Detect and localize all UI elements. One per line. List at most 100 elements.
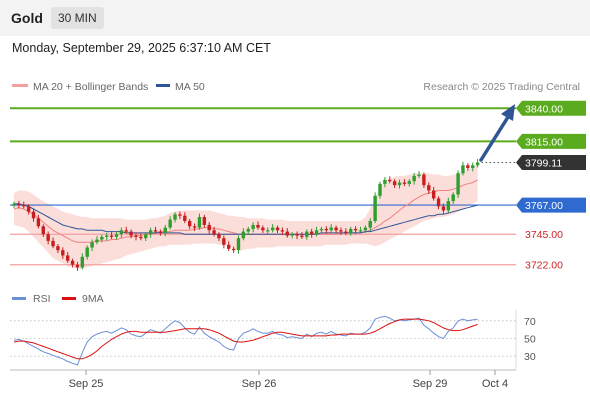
candle-body <box>339 230 343 232</box>
candle-body <box>70 260 75 265</box>
candle-body <box>358 230 363 232</box>
candle-body <box>383 179 387 184</box>
candle-body <box>222 238 226 245</box>
candle-body <box>129 231 133 236</box>
rsi-line <box>13 315 478 366</box>
level-label-3767.00: 3767.00 <box>525 200 563 212</box>
candle-body <box>178 214 182 216</box>
candle-body <box>202 217 207 225</box>
candle-body <box>100 236 104 240</box>
candle-body <box>105 235 109 237</box>
candle-body <box>290 234 294 236</box>
header-bar: Gold 30 MIN <box>0 0 590 36</box>
candle-body <box>212 230 216 235</box>
candle-body <box>300 235 304 237</box>
candle-body <box>31 211 36 219</box>
level-label-3722.00: 3722.00 <box>525 260 563 272</box>
candle-body <box>422 174 426 186</box>
candle-body <box>187 220 192 227</box>
candle-body <box>217 234 221 239</box>
x-tick-label: Sep 26 <box>242 378 277 390</box>
candle-body <box>436 198 441 207</box>
candle-body <box>305 231 309 237</box>
candle-body <box>241 231 246 239</box>
level-tag-3815.00 <box>516 133 586 149</box>
candle-body <box>324 228 329 231</box>
candle-body <box>407 181 411 184</box>
candle-body <box>261 227 265 231</box>
x-axis-ticks: Sep 25 Sep 26 Sep 29 Oct 4 <box>69 370 508 390</box>
candle-body <box>461 165 465 174</box>
candle-body <box>388 179 392 182</box>
candle-body <box>231 248 236 251</box>
rsi-legend-swatch <box>12 297 26 300</box>
candle-body <box>158 231 163 233</box>
rsi-tick-50: 50 <box>524 334 536 346</box>
candle-body <box>80 256 85 268</box>
ma20-legend-label: MA 20 + Bollinger Bands <box>33 81 148 93</box>
candle-body <box>456 173 460 195</box>
level-tag-3767.00 <box>516 197 586 213</box>
candle-body <box>246 228 250 232</box>
level-tag-3799.11 <box>516 154 586 170</box>
candle-body <box>22 205 26 207</box>
candle-body <box>144 234 148 239</box>
rsi-ma-line <box>13 318 478 360</box>
x-tick-label: Oct 4 <box>482 378 508 390</box>
level-label-3799.11: 3799.11 <box>525 157 562 169</box>
candle-body <box>349 228 353 233</box>
level-tag-3840.00 <box>516 100 586 116</box>
candle-body <box>466 165 470 168</box>
candle-body <box>280 230 285 232</box>
candle-body <box>363 227 368 231</box>
candle-body <box>475 162 480 166</box>
candle-body <box>85 247 89 257</box>
bollinger-band-layer <box>14 165 478 269</box>
candle-body <box>451 194 455 202</box>
candle-body <box>412 175 416 182</box>
level-label-3815.00: 3815.00 <box>525 136 563 148</box>
candle-body <box>163 227 167 233</box>
candle-body <box>275 227 280 231</box>
candle-body <box>329 227 333 231</box>
candle-body <box>41 226 45 235</box>
x-tick-label: Sep 25 <box>69 378 104 390</box>
rsi-panel: 70 50 30 <box>10 315 536 366</box>
candle-body <box>251 224 255 229</box>
rsi-tick-30: 30 <box>524 351 536 363</box>
ma50-legend-label: MA 50 <box>175 81 205 93</box>
candle-body <box>168 219 172 228</box>
bollinger-band <box>14 165 478 269</box>
candle-body <box>134 235 138 237</box>
projection-arrow <box>479 104 515 162</box>
candle-body <box>90 242 94 248</box>
candle-body <box>75 264 80 268</box>
candle-body <box>56 246 60 251</box>
candle-body <box>61 250 65 256</box>
candle-body <box>153 230 158 232</box>
candle-body <box>402 182 407 184</box>
candle-body <box>46 234 50 241</box>
candle-body <box>26 206 31 212</box>
candle-body <box>270 227 275 231</box>
ma20-legend-swatch <box>12 84 28 87</box>
candle-body <box>12 203 16 206</box>
candlestick-layer <box>12 159 480 271</box>
candle-body <box>148 230 153 235</box>
candle-body <box>65 255 70 261</box>
candle-body <box>266 230 270 232</box>
candle-body <box>119 230 124 235</box>
x-tick-label: Sep 29 <box>413 378 448 390</box>
candle-body <box>397 182 402 186</box>
candle-body <box>114 234 119 237</box>
candle-body <box>207 224 211 231</box>
candle-body <box>256 224 260 228</box>
candle-body <box>51 240 55 247</box>
candle-body <box>124 230 128 232</box>
candle-body <box>192 226 197 228</box>
candle-body <box>309 231 314 235</box>
interval-button[interactable]: 30 MIN <box>51 7 104 29</box>
candle-body <box>417 174 421 176</box>
candle-body <box>471 165 475 168</box>
